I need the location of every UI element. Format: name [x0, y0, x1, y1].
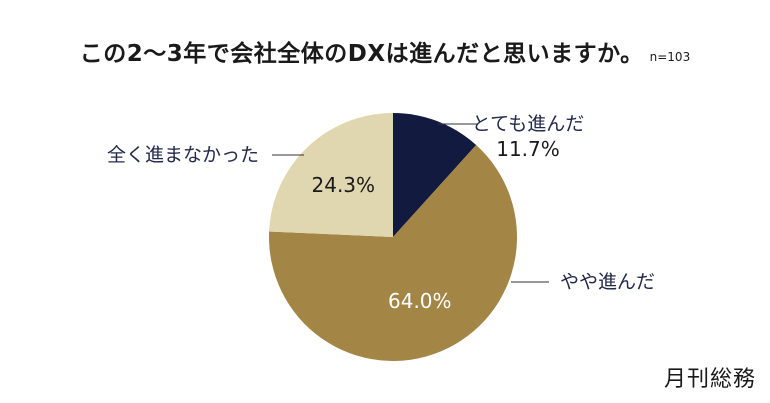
data-label: 11.7%: [496, 137, 560, 161]
chart-title-row: この2〜3年で会社全体のDXは進んだと思いますか。 n=103: [0, 34, 770, 68]
slice-label: 全く進まなかった: [107, 144, 259, 166]
slice-label: やや進んだ: [560, 271, 655, 293]
data-label: 24.3%: [312, 173, 376, 197]
brand-logo: 月刊総務: [663, 367, 756, 392]
sample-size-note: n=103: [649, 50, 691, 64]
chart-title: この2〜3年で会社全体のDXは進んだと思いますか。: [79, 41, 644, 67]
pie-slice: [393, 113, 477, 237]
pie-slice: [269, 113, 393, 237]
pie-slice: [269, 145, 517, 361]
slice-label: とても進んだ: [472, 113, 584, 135]
data-label: 64.0%: [388, 289, 452, 313]
